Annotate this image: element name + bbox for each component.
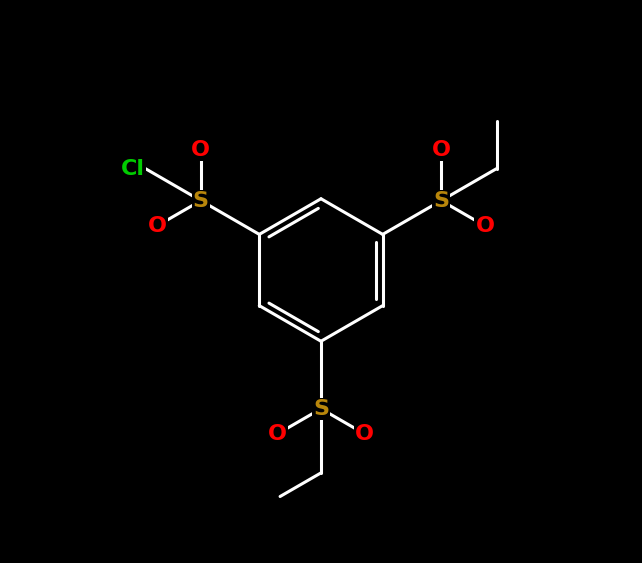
Text: O: O [148,216,166,236]
Text: S: S [433,191,449,211]
Text: O: O [191,140,211,160]
Text: S: S [193,191,209,211]
Text: O: O [431,140,451,160]
Text: S: S [313,399,329,419]
Text: O: O [355,424,374,444]
Text: O: O [476,216,494,236]
Text: O: O [268,424,287,444]
Text: Cl: Cl [121,159,145,178]
